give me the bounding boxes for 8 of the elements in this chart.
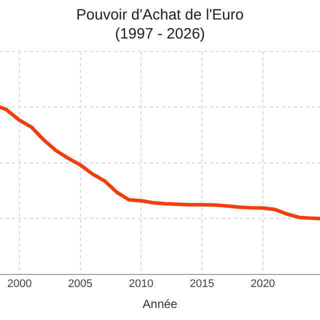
- chart-title: Pouvoir d'Achat de l'Euro: [76, 6, 244, 24]
- x-axis-title: Année: [142, 297, 178, 312]
- chart-subtitle: (1997 - 2026): [114, 25, 206, 42]
- x-tick-label: 2000: [7, 278, 32, 290]
- x-tick-label: 2020: [250, 278, 276, 290]
- x-tick-label: 2005: [68, 278, 93, 290]
- x-tick-label: 2015: [190, 278, 214, 290]
- x-tick-label: 2010: [128, 278, 154, 290]
